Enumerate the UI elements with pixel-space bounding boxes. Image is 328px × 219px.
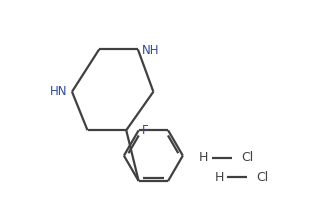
- Text: H: H: [199, 152, 208, 164]
- Text: F: F: [142, 124, 148, 137]
- Text: Cl: Cl: [256, 171, 269, 184]
- Text: HN: HN: [50, 85, 68, 98]
- Text: Cl: Cl: [241, 152, 253, 164]
- Text: NH: NH: [142, 44, 159, 57]
- Text: H: H: [215, 171, 224, 184]
